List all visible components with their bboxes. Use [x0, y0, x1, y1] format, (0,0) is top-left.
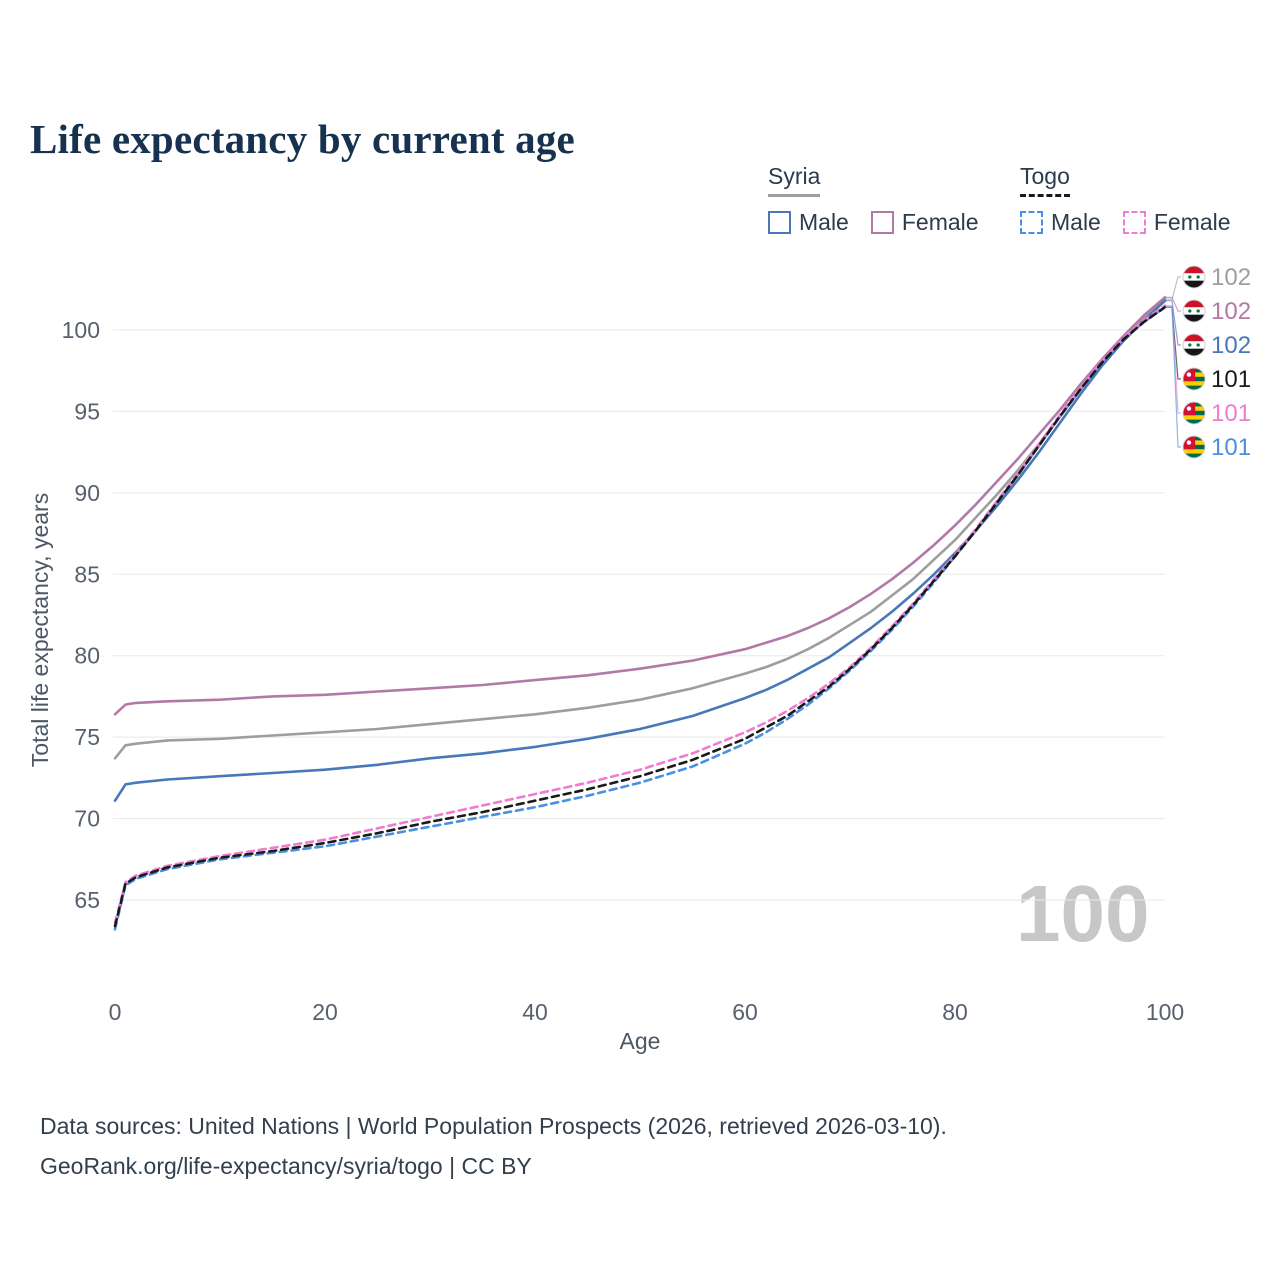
y-tick-label: 85: [74, 561, 100, 587]
end-label-value-togo_total: 101: [1211, 366, 1251, 393]
y-tick-label: 95: [74, 398, 100, 424]
legend-label-togo-male: Male: [1051, 209, 1101, 235]
y-tick-label: 65: [74, 887, 100, 913]
footer: Data sources: United Nations | World Pop…: [40, 1106, 947, 1186]
x-axis-title: Age: [619, 1028, 661, 1054]
syria-flag-icon: [1182, 333, 1206, 357]
syria-female-swatch-icon: [870, 211, 894, 234]
legend-entry-syria-female[interactable]: Female: [870, 209, 979, 236]
y-tick-label: 70: [74, 806, 100, 832]
end-label-value-togo_female: 101: [1211, 400, 1251, 427]
end-label-layer: 102 102 102 101 101 101: [1165, 264, 1251, 461]
x-tick-label: 20: [312, 999, 338, 1025]
legend-label-syria-male: Male: [799, 209, 849, 235]
axis-title-layer: Total life expectancy, years: [27, 493, 53, 767]
series-line-togo_female[interactable]: [113, 304, 1167, 925]
y-tick-label: 90: [74, 480, 100, 506]
togo-female-swatch-icon: [1122, 211, 1146, 234]
footer-data-sources: Data sources: United Nations | World Pop…: [40, 1113, 947, 1139]
series-line-togo_total[interactable]: [113, 305, 1167, 928]
legend-entry-togo-male[interactable]: Male: [1020, 209, 1101, 236]
legend-group-syria: Syria Male Female: [768, 163, 979, 236]
page-title: Life expectancy by current age: [30, 116, 575, 163]
x-tick-label: 60: [732, 999, 758, 1025]
y-tick-label: 100: [62, 317, 100, 343]
y-axis-title: Total life expectancy, years: [27, 493, 53, 767]
legend-entry-syria-male[interactable]: Male: [768, 209, 849, 236]
y-tick-label: 80: [74, 643, 100, 669]
syria-male-swatch-icon: [768, 211, 791, 234]
series-line-syria_female[interactable]: [113, 296, 1167, 716]
end-label-leader: [1165, 305, 1181, 414]
end-label-leader: [1165, 296, 1181, 312]
togo-flag-icon: [1182, 367, 1206, 391]
syria-flag-icon: [1182, 299, 1206, 323]
end-label-value-syria_male: 102: [1211, 332, 1251, 359]
end-label-value-syria_total: 102: [1211, 264, 1251, 291]
series-line-syria_total[interactable]: [113, 297, 1167, 760]
age-watermark: 100: [1016, 869, 1150, 958]
series-line-syria_male[interactable]: [113, 299, 1167, 803]
x-tick-label: 0: [109, 999, 122, 1025]
end-label-value-togo_male: 101: [1211, 434, 1251, 461]
end-label-value-syria_female: 102: [1211, 298, 1251, 325]
syria-flag-icon: [1182, 265, 1206, 289]
grid-layer: 65 70 75 80 85 90 95 100 0 20 40 60 80 100: [62, 317, 1185, 1025]
end-label-leader: [1165, 306, 1181, 448]
legend-title-syria: Syria: [768, 163, 821, 197]
togo-flag-icon: [1182, 435, 1206, 459]
x-tick-label: 80: [942, 999, 968, 1025]
x-tick-label: 100: [1146, 999, 1184, 1025]
x-tick-label: 40: [522, 999, 548, 1025]
legend-title-togo: Togo: [1020, 163, 1070, 197]
end-label-leader: [1165, 300, 1181, 346]
legend-label-togo-female: Female: [1153, 209, 1231, 235]
togo-male-swatch-icon: [1020, 211, 1043, 234]
y-tick-label: 75: [74, 724, 100, 750]
togo-flag-icon: [1182, 401, 1206, 425]
end-label-leader: [1165, 276, 1181, 300]
footer-attribution: GeoRank.org/life-expectancy/syria/togo |…: [40, 1153, 532, 1179]
legend-entry-togo-female[interactable]: Female: [1122, 209, 1231, 236]
series-layer: [113, 296, 1167, 931]
series-line-togo_male[interactable]: [113, 305, 1167, 931]
legend-label-syria-female: Female: [901, 209, 979, 235]
legend-group-togo: Togo Male Female: [1020, 163, 1231, 236]
